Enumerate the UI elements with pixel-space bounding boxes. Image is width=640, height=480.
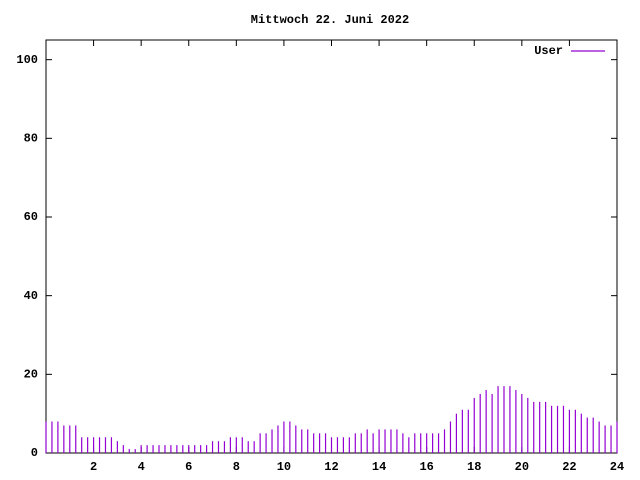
legend-label: User bbox=[534, 44, 563, 58]
x-tick-label: 6 bbox=[185, 460, 192, 474]
y-tick-label: 80 bbox=[24, 132, 38, 146]
x-tick-label: 8 bbox=[233, 460, 240, 474]
x-tick-label: 10 bbox=[277, 460, 291, 474]
x-tick-label: 14 bbox=[372, 460, 386, 474]
x-tick-label: 22 bbox=[562, 460, 576, 474]
x-tick-label: 2 bbox=[90, 460, 97, 474]
x-tick-label: 12 bbox=[324, 460, 338, 474]
x-tick-label: 4 bbox=[138, 460, 145, 474]
chart-title: Mittwoch 22. Juni 2022 bbox=[251, 13, 409, 27]
y-tick-label: 0 bbox=[31, 446, 38, 460]
y-tick-label: 20 bbox=[24, 368, 38, 382]
x-tick-label: 16 bbox=[419, 460, 433, 474]
x-tick-label: 20 bbox=[515, 460, 529, 474]
x-tick-label: 18 bbox=[467, 460, 481, 474]
y-tick-label: 60 bbox=[24, 210, 38, 224]
y-tick-label: 40 bbox=[24, 289, 38, 303]
y-tick-label: 100 bbox=[16, 53, 38, 67]
x-tick-label: 24 bbox=[610, 460, 624, 474]
